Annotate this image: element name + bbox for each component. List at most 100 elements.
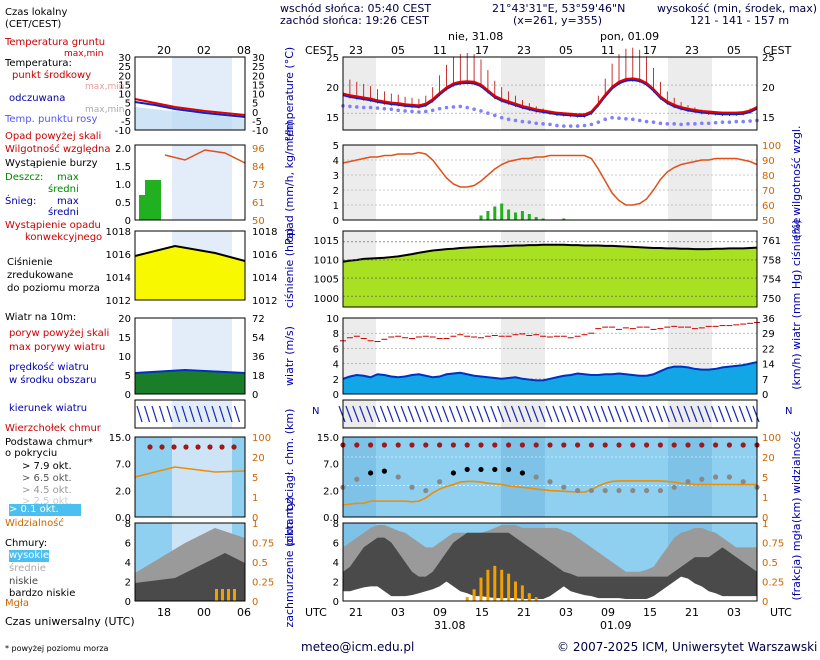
tick-octa-left: 8 [333, 519, 339, 530]
legend-cet-cest: (CET/CEST) [5, 19, 62, 30]
tick-temp-right: 20 [762, 83, 775, 94]
legend-precip-above: Opad powyżej skali [5, 131, 102, 142]
footer-copyright: © 2007-2025 ICM, Uniwersytet Warszawski [557, 640, 818, 654]
legend-wind-speed: prędkość wiatru [9, 362, 89, 373]
tick-leg-octa-right: 0.5 [252, 558, 268, 569]
tick-legend-bottom-0: 18 [157, 606, 171, 619]
wind-arrow [704, 405, 712, 423]
legend-rain-max: max [57, 172, 79, 183]
fog-bar [527, 593, 531, 601]
legend-rain-mean: średni [48, 184, 79, 195]
cloud-base-dot [616, 487, 622, 494]
legend-wind-arrow [188, 405, 196, 423]
cloud-base-dot [368, 470, 374, 476]
tick-utc-7: 15 [643, 606, 657, 619]
dew-point-dot [658, 121, 663, 126]
wind-arrow [510, 405, 519, 423]
legend-visibility: Widzialność [5, 518, 64, 529]
sunset-text: zachód słońca: 19:26 CEST [280, 14, 429, 27]
legend-temp [134, 98, 246, 116]
cloud-top-dot [381, 442, 387, 448]
legend-ground-temp-maxmin: max,min [64, 49, 104, 59]
dew-point-dot [410, 109, 414, 114]
dew-point-dot [665, 122, 670, 126]
pressure-area [343, 244, 757, 307]
cloud-base-dot [354, 476, 360, 482]
legend-rain-mean-bar [139, 195, 149, 220]
legend-temperature: Temperatura: [5, 58, 72, 69]
dew-point-dot [472, 107, 476, 112]
legend-wind-arrow [233, 405, 241, 423]
legend-fog-bar [233, 589, 236, 601]
tick-leg-octa-left: 0 [125, 597, 131, 608]
dew-point-dot [424, 109, 428, 114]
utc-left: UTC [305, 606, 327, 619]
tick-cloud-right: 5 [762, 473, 768, 484]
tick-leg-temp-right: 5 [252, 99, 258, 110]
tick-leg-temp-left: -5 [121, 117, 131, 128]
tick-utc-0: 21 [349, 606, 363, 619]
axis-title-wind: wiatr (m/s) [283, 326, 296, 386]
cloud-base-dot [478, 466, 484, 473]
tick-opad-left: 0 [333, 216, 339, 227]
legend-panel-precip-border [134, 144, 246, 221]
wind-arrow [614, 405, 622, 423]
dew-point-dot [686, 122, 690, 126]
temp-line [342, 77, 758, 116]
cloud-base-dot [644, 487, 650, 494]
cloud-top-dot [533, 442, 539, 448]
dew-point-dot [361, 105, 366, 110]
tick-wind-left: 2 [333, 375, 339, 386]
tick-leg-temp-left: 0 [125, 108, 131, 119]
legend-okt01: > 0.1 okt. [9, 504, 81, 516]
wind-arrow [497, 405, 505, 423]
elevation-title: wysokość (min, środek, max) [657, 2, 818, 15]
legend-panel-cloudbase-border [134, 436, 246, 518]
tick-wind-left: 8 [333, 329, 339, 340]
wind-arrow [579, 405, 588, 423]
utc-date-1: 31.08 [434, 619, 466, 632]
cloud-base-dot [450, 470, 456, 476]
cloud-top-dot [713, 442, 719, 448]
tick-leg-opad-left: 1.5 [115, 162, 131, 173]
dew-point-dot [513, 118, 518, 123]
tick-leg-press-right: 1012 [252, 296, 277, 307]
rain-bar [562, 218, 566, 220]
night-band-direction-0 [343, 400, 376, 428]
cest-right: CEST [763, 44, 792, 57]
axis-title-opad: opad (mm/h, kg/m²/h) [283, 121, 296, 242]
tick-wind-left: 6 [333, 344, 339, 355]
legend-okt25: > 2.5 okt. [22, 496, 72, 507]
night-band-precip-2 [668, 145, 712, 220]
rain-bar [493, 206, 497, 220]
dew-point-dot [617, 116, 621, 121]
tick-leg-wind-right: 36 [252, 352, 265, 363]
tick-legend-bottom-2: 06 [237, 606, 251, 619]
dew-point-dot [417, 110, 421, 114]
dew-point-dot [693, 122, 697, 126]
legend-okt79: > 7.9 okt. [22, 461, 72, 472]
footer-email[interactable]: meteo@icm.edu.pl [301, 640, 415, 654]
tick-press-right: 750 [762, 294, 781, 305]
legend-wind-arrow [181, 405, 188, 423]
dew-point-dot [562, 124, 566, 128]
tick-cest-3: 17 [475, 44, 489, 57]
cloud-top-dot [699, 442, 705, 448]
dew-point-dot [541, 122, 545, 126]
legend-wind-line [134, 368, 246, 374]
panel-pressure-border [342, 230, 758, 308]
dew-point-dot [368, 105, 373, 110]
tick-utc-5: 03 [559, 606, 573, 619]
cloud-base-dot [740, 479, 746, 485]
night-band-cloudbase-2 [668, 437, 712, 517]
legend-wind-arrow [196, 405, 203, 423]
cloud-base-dot [699, 476, 705, 482]
wind-arrow [731, 405, 739, 423]
tick-press-right: 761 [762, 236, 781, 247]
wind-arrow [738, 405, 746, 423]
wind-arrow [428, 405, 436, 423]
dew-point-dot [493, 113, 497, 118]
legend-temp-ground [135, 107, 245, 130]
tick-wind-right: 0 [762, 390, 768, 401]
